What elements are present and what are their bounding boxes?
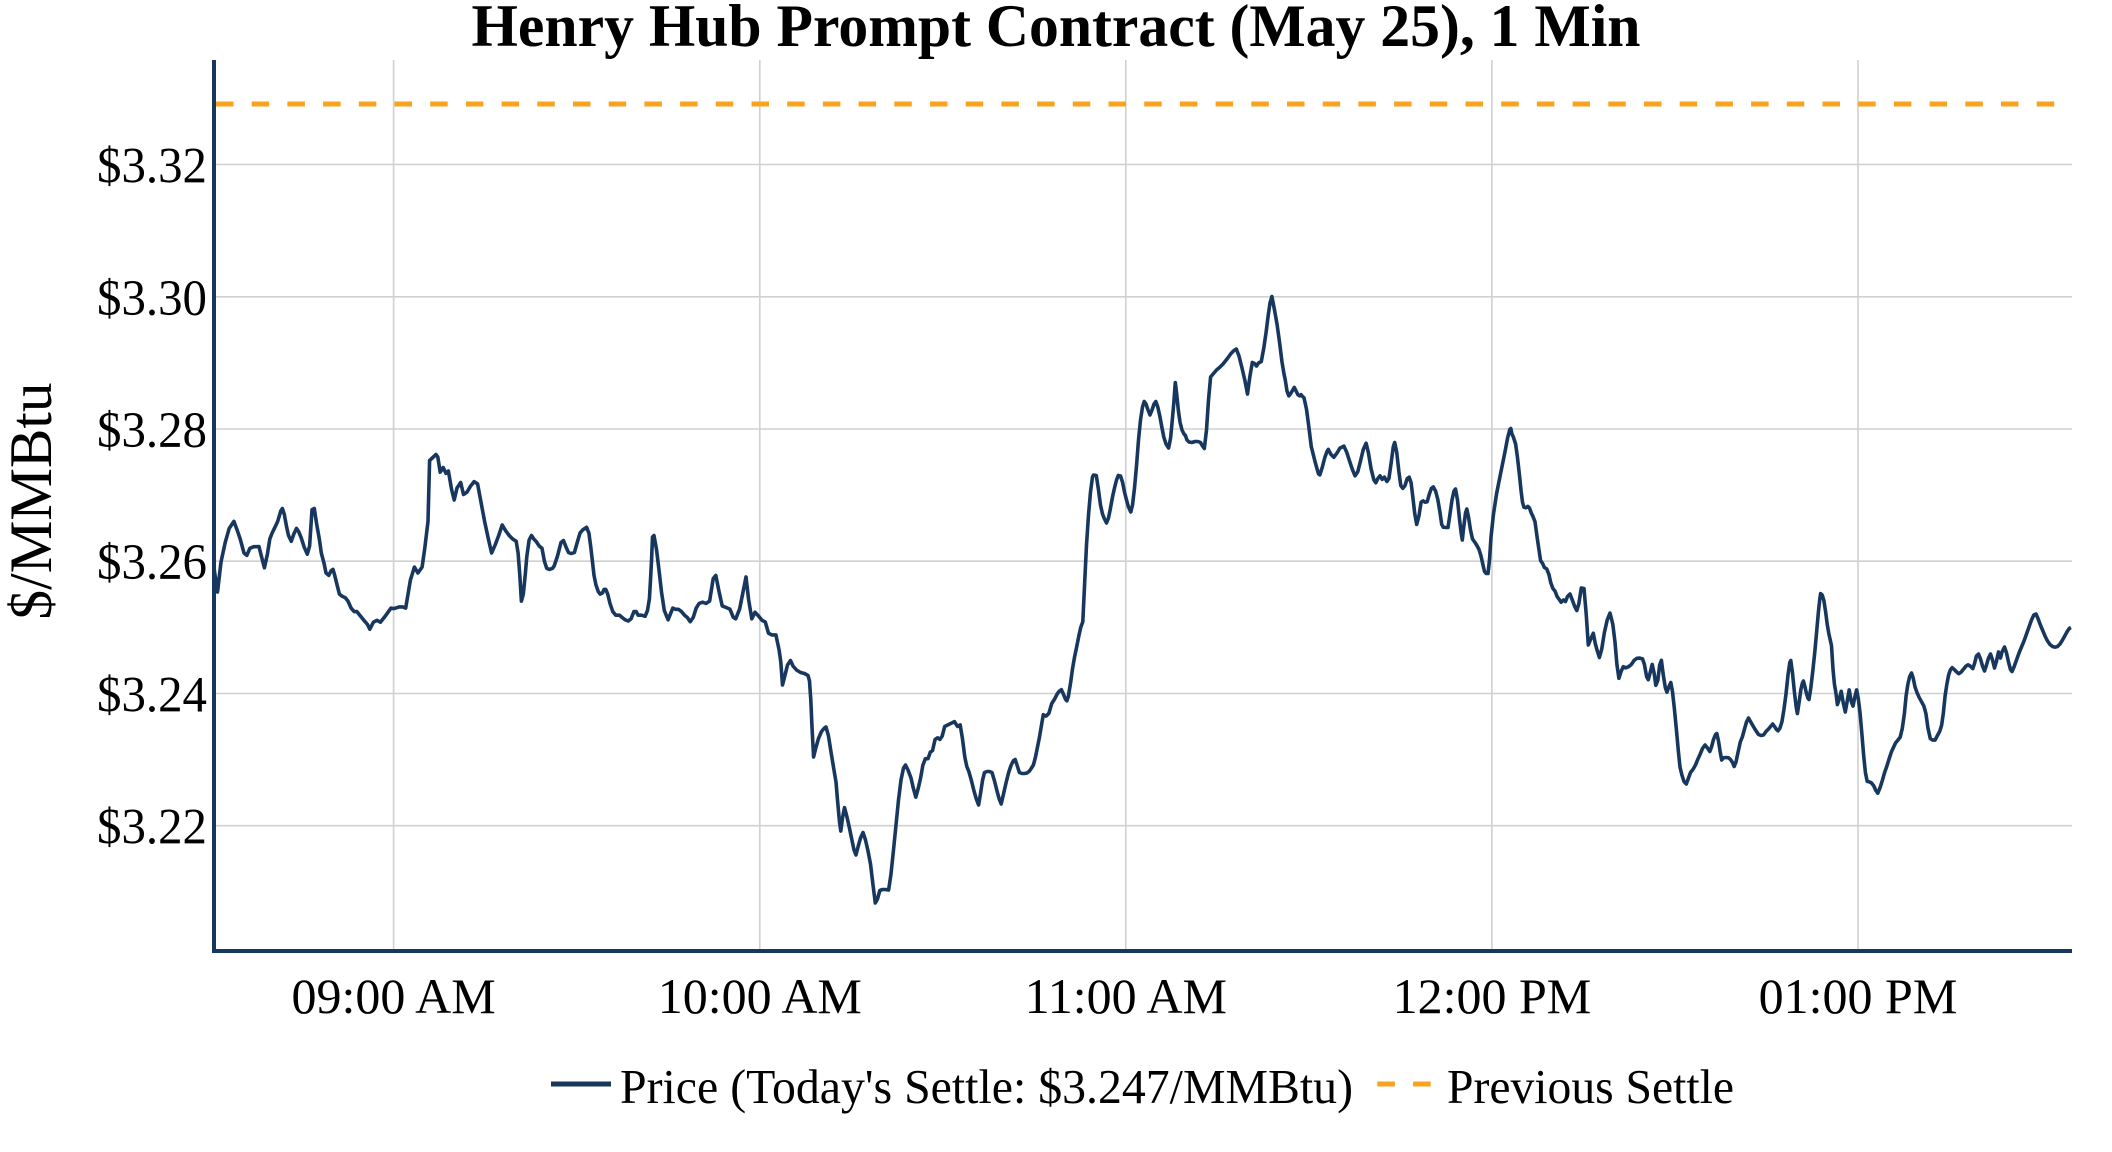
svg-text:$3.26: $3.26 <box>97 535 207 591</box>
svg-text:09:00 AM: 09:00 AM <box>291 968 495 1024</box>
svg-text:Price (Today's Settle: $3.247/: Price (Today's Settle: $3.247/MMBtu) <box>620 1061 1353 1114</box>
svg-text:$3.30: $3.30 <box>97 271 207 327</box>
svg-text:$3.28: $3.28 <box>97 403 207 459</box>
svg-text:01:00 PM: 01:00 PM <box>1759 968 1958 1024</box>
svg-text:12:00 PM: 12:00 PM <box>1393 968 1592 1024</box>
svg-text:11:00 AM: 11:00 AM <box>1025 968 1227 1024</box>
svg-text:Henry Hub Prompt Contract (May: Henry Hub Prompt Contract (May 25), 1 Mi… <box>472 0 1641 59</box>
svg-text:$3.32: $3.32 <box>97 139 207 195</box>
svg-text:10:00 AM: 10:00 AM <box>658 968 862 1024</box>
svg-text:$/MMBtu: $/MMBtu <box>0 383 64 620</box>
svg-text:$3.22: $3.22 <box>97 800 207 856</box>
svg-text:Previous Settle: Previous Settle <box>1447 1061 1734 1114</box>
svg-text:$3.24: $3.24 <box>97 668 207 724</box>
